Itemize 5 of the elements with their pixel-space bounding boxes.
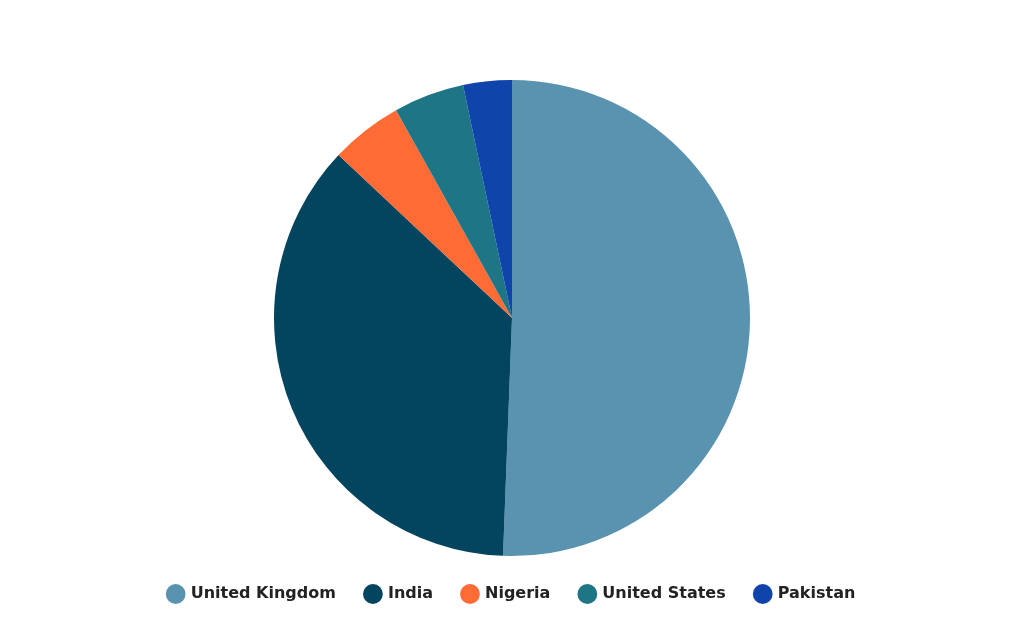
legend-label: Pakistan	[777, 583, 856, 603]
legend-label: Nigeria	[485, 583, 551, 603]
legend-label: India	[387, 583, 433, 603]
legend-label: United Kingdom	[190, 583, 336, 603]
legend-label: United States	[602, 583, 726, 603]
